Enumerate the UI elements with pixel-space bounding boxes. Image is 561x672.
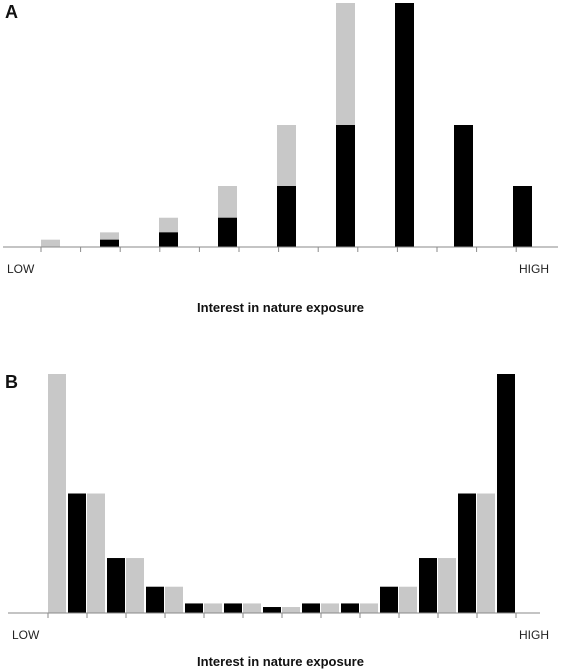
panel-b-series-2-bar-12 xyxy=(497,374,515,613)
panel-b-series-2-bar-11 xyxy=(458,493,476,613)
panel-a-series-2-bar-4 xyxy=(277,186,296,247)
panel-b-series-2-bar-4 xyxy=(185,603,203,613)
panel-a-series-2-bar-5 xyxy=(336,125,355,247)
panel-b-series-2-bar-10 xyxy=(419,558,437,613)
panel-a-series-1-bar-1 xyxy=(41,239,60,247)
panel-b-low-label: LOW xyxy=(12,628,40,642)
panel-a-series-2-bar-1 xyxy=(100,239,119,247)
panel-b-x-axis-label: Interest in nature exposure xyxy=(197,654,364,669)
panel-a-series-2-bar-8 xyxy=(513,186,532,247)
panel-b-series-1-bar-11 xyxy=(438,558,456,613)
panel-a-high-label: HIGH xyxy=(519,262,549,276)
panel-b-series-2-bar-1 xyxy=(68,493,86,613)
panel-b-series-2-bar-8 xyxy=(341,603,359,613)
panel-b-series-2-bar-9 xyxy=(380,586,398,613)
panel-b-series-2-bar-2 xyxy=(107,558,125,613)
panel-b-series-2-bar-3 xyxy=(146,586,164,613)
panel-b-series-2-bar-7 xyxy=(302,603,320,613)
panel-b-series-1-bar-6 xyxy=(243,603,261,613)
panel-b-series-1-bar-7 xyxy=(282,607,300,613)
panel-a-series-2-bar-7 xyxy=(454,125,473,247)
panel-b-series-1-bar-3 xyxy=(126,558,144,613)
panel-b-series-1-bar-9 xyxy=(360,603,378,613)
panel-b-series-1-bar-1 xyxy=(48,374,66,613)
panel-a-series-2-bar-3 xyxy=(218,217,237,247)
panel-a-series-2-bar-6 xyxy=(395,3,414,247)
panel-b-series-2-bar-6 xyxy=(263,607,281,613)
panel-b-series-1-bar-2 xyxy=(87,493,105,613)
panel-a-series-2-bar-2 xyxy=(159,232,178,247)
panel-a-x-axis-label: Interest in nature exposure xyxy=(197,300,364,315)
panel-b-series-1-bar-4 xyxy=(165,586,183,613)
panel-b-letter: B xyxy=(5,372,18,392)
panel-b-series-2-bar-5 xyxy=(224,603,242,613)
panel-a-letter: A xyxy=(5,2,18,22)
panel-b-series-1-bar-12 xyxy=(477,493,495,613)
panel-b-series-1-bar-8 xyxy=(321,603,339,613)
panel-b-high-label: HIGH xyxy=(519,628,549,642)
panel-a-low-label: LOW xyxy=(7,262,35,276)
panel-b-series-1-bar-10 xyxy=(399,586,417,613)
panel-b-series-1-bar-5 xyxy=(204,603,222,613)
